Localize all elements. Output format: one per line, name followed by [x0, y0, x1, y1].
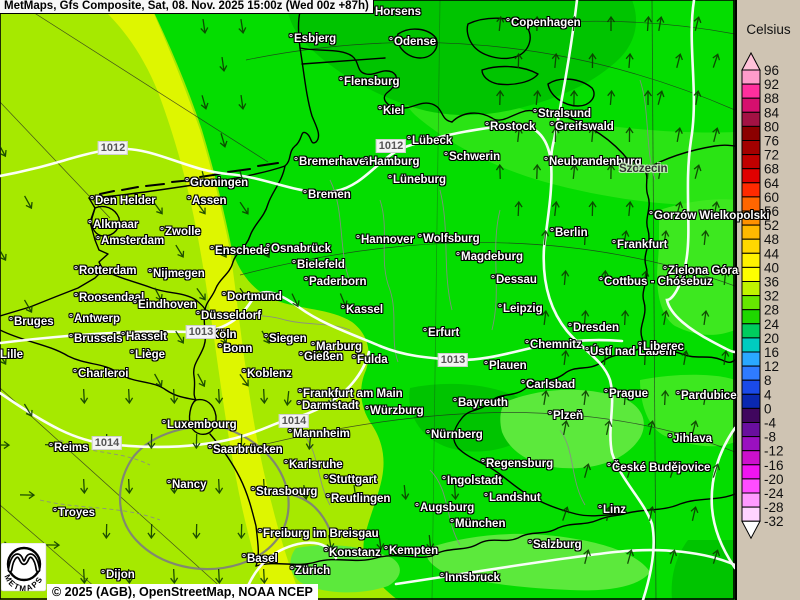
temperature-shading: [0, 0, 735, 600]
scale-tick-label: 84: [764, 105, 780, 120]
scale-tick-label: 8: [764, 373, 772, 388]
scale-cell: [742, 465, 760, 479]
scale-arrow-down-icon: [742, 521, 760, 538]
scale-tick-label: 52: [764, 218, 779, 233]
scale-tick-label: 32: [764, 289, 779, 304]
scale-tick-label: 80: [764, 119, 779, 134]
scale-cell: [742, 239, 760, 253]
scale-cell: [742, 112, 760, 126]
scale-tick-label: 16: [764, 345, 779, 360]
scale-cell: [742, 366, 760, 380]
scale-cell: [742, 380, 760, 394]
scale-cell: [742, 98, 760, 112]
color-scale-bar: 9692888480767268646056524844403632282420…: [737, 0, 800, 600]
scale-tick-label: 0: [764, 401, 772, 416]
scale-cell: [742, 408, 760, 422]
scale-tick-label: 76: [764, 134, 779, 149]
scale-tick-label: -24: [764, 486, 784, 501]
scale-tick-label: 4: [764, 387, 772, 402]
scale-cell: [742, 479, 760, 493]
scale-tick-label: 64: [764, 176, 780, 191]
scale-tick-label: -4: [764, 416, 776, 431]
scale-cell: [742, 267, 760, 281]
scale-tick-label: 72: [764, 148, 779, 163]
scale-cell: [742, 394, 760, 408]
scale-tick-label: 12: [764, 359, 779, 374]
scale-cell: [742, 211, 760, 225]
scale-tick-label: 28: [764, 303, 779, 318]
scale-cell: [742, 437, 760, 451]
scale-cell: [742, 197, 760, 211]
scale-tick-label: 92: [764, 77, 779, 92]
scale-tick-label: -32: [764, 514, 784, 529]
scale-cell: [742, 423, 760, 437]
scale-tick-label: 40: [764, 260, 779, 275]
scale-cell: [742, 183, 760, 197]
scale-tick-label: -12: [764, 444, 784, 459]
scale-cell: [742, 451, 760, 465]
scale-cell: [742, 507, 760, 521]
scale-tick-label: -20: [764, 472, 784, 487]
scale-tick-label: 36: [764, 275, 779, 290]
title-bar: MetMaps, Gfs Composite, Sat, 08. Nov. 20…: [0, 0, 374, 14]
scale-cell: [742, 169, 760, 183]
scale-cell: [742, 324, 760, 338]
attribution-text: © 2025 (AGB), OpenStreetMap, NOAA NCEP: [47, 584, 318, 600]
scale-cell: [742, 70, 760, 84]
color-scale-panel: Celsius 96928884807672686460565248444036…: [735, 0, 800, 600]
scale-tick-label: 20: [764, 331, 779, 346]
scale-tick-label: 96: [764, 63, 779, 78]
scale-cell: [742, 296, 760, 310]
scale-tick-label: -8: [764, 430, 776, 445]
scale-tick-label: -16: [764, 458, 784, 473]
scale-tick-label: 60: [764, 190, 779, 205]
scale-cell: [742, 282, 760, 296]
scale-cell: [742, 225, 760, 239]
weather-map-screen: °Horsens°Copenhagen°Esbjerg°Odense°Flens…: [0, 0, 800, 600]
scale-tick-label: 88: [764, 91, 779, 106]
scale-arrow-up-icon: [742, 53, 760, 70]
scale-tick-label: 24: [764, 317, 780, 332]
scale-cell: [742, 352, 760, 366]
weather-map: [0, 0, 735, 600]
scale-cell: [742, 141, 760, 155]
scale-tick-label: -28: [764, 500, 784, 515]
scale-tick-label: 44: [764, 246, 780, 261]
scale-cell: [742, 338, 760, 352]
scale-tick-label: 56: [764, 204, 779, 219]
scale-tick-label: 68: [764, 162, 779, 177]
metmaps-logo-icon: METMAPS: [1, 543, 47, 597]
scale-tick-label: 48: [764, 232, 779, 247]
scale-cell: [742, 126, 760, 140]
scale-cell: [742, 493, 760, 507]
scale-cell: [742, 253, 760, 267]
scale-cell: [742, 310, 760, 324]
light-patch-east: [657, 199, 735, 335]
scale-cell: [742, 155, 760, 169]
scale-cell: [742, 84, 760, 98]
